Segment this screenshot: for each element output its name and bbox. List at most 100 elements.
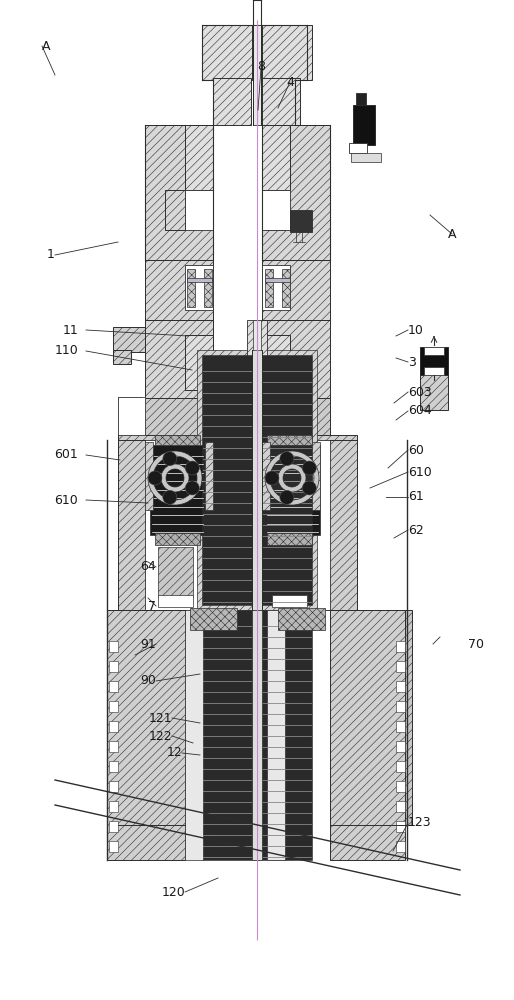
Bar [396,721,405,732]
Bar [396,701,405,712]
Bar [262,260,330,320]
Text: 12: 12 [166,746,182,760]
Bar [262,78,300,125]
Text: 122: 122 [149,730,172,742]
Bar [360,610,405,825]
Bar [267,435,312,445]
Bar [330,610,405,860]
Text: 90: 90 [140,674,156,688]
Bar [396,681,405,692]
Bar [351,153,381,162]
Bar [185,265,213,310]
Bar [257,355,312,605]
Bar [107,610,142,825]
Bar [109,681,118,692]
Bar [145,440,213,610]
Bar [109,781,118,792]
Bar [262,320,330,400]
Bar [396,661,405,672]
Bar [424,347,444,355]
Bar [185,335,213,390]
Bar [190,608,237,630]
Bar [265,190,285,230]
Bar [396,841,405,852]
Bar [396,801,405,812]
Bar [202,25,252,80]
Wedge shape [161,464,189,492]
Text: 121: 121 [149,712,172,724]
Bar [252,350,262,610]
Bar [262,440,330,610]
Text: 610: 610 [54,493,78,506]
Bar [312,442,320,510]
Text: 62: 62 [408,524,424,536]
Bar [158,595,193,607]
Bar [420,347,448,375]
Bar [396,741,405,752]
Bar [349,143,367,153]
Bar [107,610,185,860]
Bar [272,547,307,597]
Text: 61: 61 [408,490,424,504]
Bar [205,442,213,510]
Bar [353,105,375,145]
Wedge shape [278,464,306,492]
Bar [278,608,325,630]
Circle shape [302,481,316,495]
Wedge shape [148,451,202,505]
Text: 603: 603 [408,385,432,398]
Text: 70: 70 [468,638,484,650]
Bar [262,335,290,390]
Bar [187,269,195,307]
Bar [420,355,448,410]
Text: 10: 10 [408,324,424,336]
Bar [290,210,312,232]
Bar [109,721,118,732]
Circle shape [163,452,177,466]
Bar [272,595,307,607]
Bar [257,350,317,610]
Text: 120: 120 [161,886,185,898]
Bar [262,398,330,440]
Bar [262,442,270,510]
Circle shape [163,490,177,504]
Bar [265,269,273,307]
Bar [118,397,145,435]
Bar [202,610,257,860]
Bar [267,533,312,545]
Bar [262,25,312,80]
Circle shape [186,481,199,495]
Bar [145,125,213,260]
Text: 60: 60 [408,444,424,456]
Bar [262,435,357,610]
Bar [247,320,267,400]
Bar [145,398,213,440]
Bar [109,841,118,852]
Bar [109,741,118,752]
Bar [109,821,118,832]
Bar [202,355,257,605]
Text: 3: 3 [408,356,416,368]
Bar [267,610,285,860]
Bar [396,821,405,832]
Bar [265,445,320,535]
Text: A: A [42,39,50,52]
Bar [396,761,405,772]
Bar [396,781,405,792]
Bar [109,661,118,672]
Bar [185,125,213,190]
Bar [145,442,153,510]
Bar [113,327,145,352]
Text: A: A [448,228,456,240]
Bar [362,610,412,825]
Bar [204,269,212,307]
Bar [282,269,290,307]
Text: 610: 610 [408,466,432,479]
Bar [109,641,118,652]
Bar [158,547,193,597]
Bar [155,533,200,545]
Bar [150,445,205,535]
Bar [252,610,262,860]
Bar [145,260,213,320]
Bar [262,265,290,310]
